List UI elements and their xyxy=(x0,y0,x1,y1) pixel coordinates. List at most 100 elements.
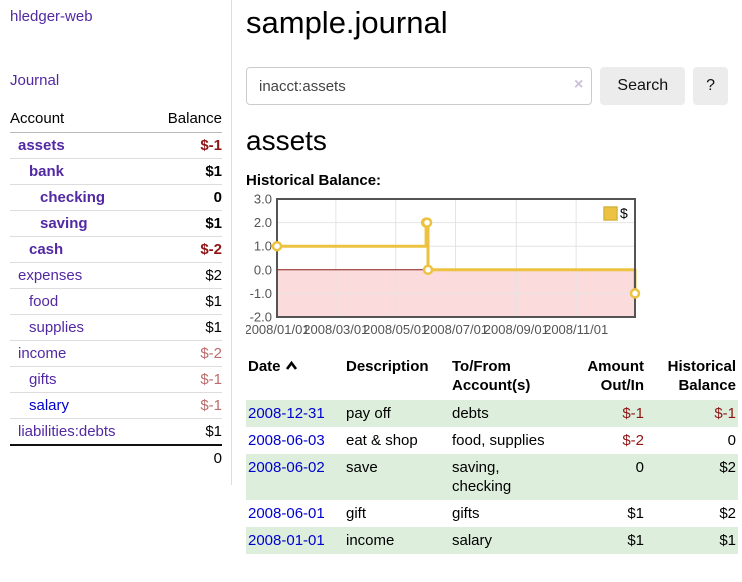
sidebar-item-journal[interactable]: Journal xyxy=(10,72,60,89)
account-row: gifts $-1 xyxy=(10,366,222,393)
search-input[interactable] xyxy=(246,67,593,106)
account-balance: $-1 xyxy=(150,366,222,393)
account-name-cell: income xyxy=(10,340,151,367)
sidebar: hledger-web Journal Account Balance asse… xyxy=(0,0,232,485)
data-point-marker xyxy=(271,240,283,252)
account-balance: $-1 xyxy=(150,392,222,419)
account-name-cell: assets xyxy=(10,133,150,159)
account-link[interactable]: saving xyxy=(40,215,88,232)
account-balance: $1 xyxy=(150,288,222,315)
register-header-row: Date Description To/From Account(s) Amount … xyxy=(246,355,738,400)
txn-description: save xyxy=(346,458,378,476)
account-name-cell: salary xyxy=(10,392,151,419)
account-link[interactable]: food xyxy=(29,293,59,310)
brand-link[interactable]: hledger-web xyxy=(10,8,93,25)
txn-balance: 0 xyxy=(727,431,736,449)
account-balance: $-2 xyxy=(150,340,222,367)
txn-date-link[interactable]: 2008-06-01 xyxy=(248,504,325,522)
page-title: sample.journal xyxy=(246,5,448,40)
account-row: salary $-1 xyxy=(10,392,222,419)
txn-amount: $1 xyxy=(627,531,644,549)
account-balance: $-2 xyxy=(150,236,222,263)
register-header-date[interactable]: Date xyxy=(246,355,344,400)
data-point-marker xyxy=(629,288,641,299)
account-name-cell: checking xyxy=(10,184,151,211)
txn-description: income xyxy=(346,531,395,549)
account-name-cell: bank xyxy=(10,158,151,185)
accounts-total-row: 0 xyxy=(10,444,222,471)
accounts-header-account: Account xyxy=(10,106,151,133)
clear-search-icon[interactable]: × xyxy=(574,76,584,94)
balance-chart: $3.0 2.0 1.0 0.0 -1.0 -2.0 2008/01/01 2008/03/0… xyxy=(244,191,742,344)
txn-date-cell: 2008-12-31 xyxy=(246,400,344,427)
account-link[interactable]: expenses xyxy=(18,267,83,284)
account-link[interactable]: assets xyxy=(18,137,65,154)
register-row: 2008-12-31 pay off debts $-1 $-1 xyxy=(246,399,738,427)
account-balance: $1 xyxy=(150,210,222,237)
register-header-historical-balance: Historical Balance xyxy=(667,357,736,394)
txn-description: pay off xyxy=(346,404,391,422)
register-row: 2008-06-02 save saving, checking 0 $2 xyxy=(246,453,738,500)
txn-date-cell: 2008-06-03 xyxy=(246,427,344,454)
account-link[interactable]: supplies xyxy=(29,319,85,336)
account-row: assets $-1 xyxy=(10,133,222,159)
txn-balance: $-1 xyxy=(714,404,736,422)
legend-swatch xyxy=(603,206,618,221)
account-link[interactable]: liabilities:debts xyxy=(18,423,116,440)
txn-date-cell: 2008-01-01 xyxy=(246,527,344,554)
account-row: bank $1 xyxy=(10,158,222,185)
account-link[interactable]: cash xyxy=(29,241,64,258)
chart-title: Historical Balance: xyxy=(246,171,382,189)
txn-balance: $2 xyxy=(719,458,736,476)
register-header-amount-out-in: Amount Out/In xyxy=(587,357,644,394)
txn-amount: 0 xyxy=(635,458,644,476)
register-row: 2008-06-03 eat & shop food, supplies $-2 0 xyxy=(246,427,738,454)
account-link[interactable]: checking xyxy=(40,189,106,206)
txn-amount: $1 xyxy=(627,504,644,522)
svg-text:2008/03/01: 2008/03/01 xyxy=(303,322,368,337)
account-link[interactable]: income xyxy=(18,345,67,362)
txn-date-link[interactable]: 2008-12-31 xyxy=(248,404,325,422)
account-balance: $2 xyxy=(150,262,222,289)
txn-accounts: salary xyxy=(452,531,493,549)
txn-date-cell: 2008-06-01 xyxy=(246,500,344,527)
account-balance: 0 xyxy=(150,184,222,211)
search-button[interactable]: Search xyxy=(600,67,686,106)
txn-date-link[interactable]: 2008-06-02 xyxy=(248,458,325,476)
account-name-cell: cash xyxy=(10,236,151,263)
txn-accounts: food, supplies xyxy=(452,431,545,449)
account-link[interactable]: bank xyxy=(29,163,65,180)
txn-description: gift xyxy=(346,504,367,522)
svg-text:2008/05/01: 2008/05/01 xyxy=(363,322,428,337)
search-input-wrap: × xyxy=(246,67,593,106)
txn-amount: $-1 xyxy=(622,404,644,422)
txn-date-link[interactable]: 2008-01-01 xyxy=(248,531,325,549)
svg-text:-1.0: -1.0 xyxy=(250,286,272,301)
svg-text:-2.0: -2.0 xyxy=(250,309,272,324)
accounts-total-spacer xyxy=(10,444,151,471)
svg-text:2008/11/01: 2008/11/01 xyxy=(544,322,608,337)
svg-text:3.0: 3.0 xyxy=(254,194,272,207)
txn-accounts: gifts xyxy=(452,504,480,522)
txn-date-link[interactable]: 2008-06-03 xyxy=(248,431,325,449)
account-link[interactable]: salary xyxy=(29,397,70,414)
help-button[interactable]: ? xyxy=(693,67,728,106)
search-form: × Search ? xyxy=(246,67,728,106)
main-panel: sample.journal × Search ? assets Histori… xyxy=(232,0,738,554)
chart-frame xyxy=(276,197,636,318)
txn-accounts: debts xyxy=(452,404,489,422)
account-row: food $1 xyxy=(10,288,222,315)
txn-description: eat & shop xyxy=(346,431,418,449)
account-heading: assets xyxy=(246,125,327,157)
data-point-marker xyxy=(421,217,433,228)
txn-accounts: saving, checking xyxy=(452,458,512,495)
account-name-cell: saving xyxy=(10,210,151,237)
register-header-description: Description xyxy=(346,357,429,375)
register-table: Date Description To/From Account(s) Amount … xyxy=(246,355,738,554)
balance-chart-svg: $3.0 2.0 1.0 0.0 -1.0 -2.02008/01/012008/03/0… xyxy=(244,191,641,337)
svg-text:2008/01/01: 2008/01/01 xyxy=(246,322,310,337)
register-header-to-from-account-s-: To/From Account(s) xyxy=(452,357,531,394)
accounts-header-row: Account Balance xyxy=(10,106,222,133)
account-link[interactable]: gifts xyxy=(29,371,57,388)
svg-text:0.0: 0.0 xyxy=(254,262,272,277)
